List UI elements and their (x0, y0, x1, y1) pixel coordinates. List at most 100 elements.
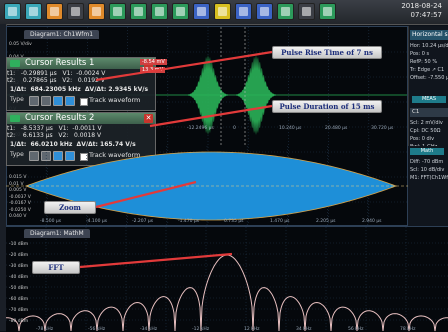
redo-icon[interactable] (88, 3, 105, 20)
stop-icon[interactable] (319, 3, 336, 20)
histogram-icon[interactable] (256, 3, 273, 20)
binoculars-icon[interactable] (277, 3, 294, 20)
x-tick-label: -12.2496 μs (187, 125, 215, 131)
cursor-type-label: Type (10, 96, 24, 103)
y-tick-label: 0.015 V (9, 175, 27, 180)
x-tick-label: 34 kHz (296, 326, 312, 332)
cursor-results-2-summary: 1/Δt: 66.0210 kHz ΔV/Δt: 165.74 V/s (10, 141, 136, 148)
cursor-results-1-header[interactable] (7, 58, 155, 69)
math-settings-panel: Math Diff: -70 dBm Scl: 10 dB/div M1: FFT(… (408, 146, 448, 226)
undo-icon[interactable] (46, 3, 63, 20)
cursor-results-1-title: Cursor Results 1 (25, 58, 95, 68)
marker-icon[interactable] (214, 3, 231, 20)
x-tick-label: 0 (233, 125, 236, 131)
zoom-x-axis: -8.500 μs -4.100 μs -2.207 μs -1.470 μs 0.73… (0, 219, 400, 225)
x-tick-label: -56 kHz (88, 326, 106, 332)
toolbar (0, 0, 448, 25)
date-text: 2018-08-24 (401, 2, 442, 10)
stop-icon-glyph (323, 7, 332, 16)
horizontal-setting-line: RefP: 50 % (410, 59, 438, 65)
zoom-plot (6, 146, 408, 226)
mask-icon[interactable] (298, 3, 315, 20)
x-tick-label: -78 kHz (36, 326, 54, 332)
cursor-icon[interactable] (172, 3, 189, 20)
measure-icon[interactable] (193, 3, 210, 20)
zoom-in-icon[interactable] (130, 3, 147, 20)
cursor-result-row: t2: 0.27865 μs V2: 0.0192 V (7, 77, 105, 84)
redo-icon-glyph (92, 7, 101, 16)
zoom-callout: Zoom (44, 201, 96, 214)
back-icon-glyph (8, 7, 17, 16)
histogram-icon-glyph (260, 7, 269, 16)
horizontal-setting-line: Tr: Edge ↗ C1 (410, 67, 445, 73)
y-tick-label: -80 dBm (9, 319, 29, 324)
cursor-type-both-button[interactable] (53, 151, 63, 161)
x-tick-label: -1.470 μs (178, 219, 200, 224)
marker-icon-glyph (218, 7, 227, 16)
zoom-fit-icon[interactable] (151, 3, 168, 20)
y-tick-label: -20 dBm (9, 253, 29, 258)
y-tick-label: -40 dBm (9, 275, 29, 280)
y-tick-label: -70 dBm (9, 308, 29, 313)
cursor-type-both-button[interactable] (53, 96, 63, 106)
x-tick-label: -34 kHz (140, 326, 158, 332)
cursor-result-row: t2: 6.6133 μs V2: 0.0018 V (7, 132, 102, 139)
x-tick-label: 2.205 μs (316, 219, 336, 224)
channel-settings-title[interactable]: C1 (410, 108, 448, 117)
x-tick-label: -4.100 μs (86, 219, 108, 224)
cursor-type-label: Type (10, 151, 24, 158)
cursor-value-1: -8.54 mV (140, 59, 167, 65)
back-icon[interactable] (4, 3, 21, 20)
zoom-in-icon-glyph (134, 7, 143, 16)
x-tick-label: -12 kHz (192, 326, 210, 332)
fft-plot: -78 kHz -56 kHz -34 kHz -12 kHz 12 kHz 34 kHz… (6, 227, 448, 332)
zoom-icon[interactable] (109, 3, 126, 20)
y-tick-label: -10 dBm (9, 242, 29, 247)
x-tick-label: -8.500 μs (40, 219, 62, 224)
spectrum-icon[interactable] (235, 3, 252, 20)
cursor-icon (10, 115, 20, 122)
cursor-icon-glyph (176, 7, 185, 16)
measure-icon-glyph (197, 7, 206, 16)
cursor-results-1-dialog: Cursor Results 1 ✕ t1: -0.29891 μs V1: -… (6, 57, 156, 111)
grid-icon[interactable] (67, 3, 84, 20)
horizontal-setting-line: Pos: 0 s (410, 51, 430, 57)
track-waveform-2-checkbox[interactable] (80, 153, 88, 161)
cursor-results-2-dialog: Cursor Results 2 ✕ t1: -8.5337 μs V1: -0… (6, 112, 156, 166)
fft-diagram-tab[interactable]: Diagram1: MathM (24, 229, 90, 238)
y-tick-label: -30 dBm (9, 264, 29, 269)
channel-setting-line: Pos: 0 div (410, 136, 435, 142)
x-tick-label: 10.240 μs (279, 125, 302, 131)
horizontal-setting-line: Hor: 10.24 μs/div (410, 43, 448, 49)
cursor-type-set-button[interactable] (65, 96, 75, 106)
x-tick-label: 56 kHz (348, 326, 364, 332)
track-waveform-2-label: Track waveform (89, 151, 141, 159)
track-waveform-1-checkbox[interactable] (80, 98, 88, 106)
cursor-results-2-header[interactable] (7, 113, 155, 124)
close-icon[interactable]: ✕ (144, 114, 153, 123)
channel-setting-line: Scl: 2 mV/div (410, 120, 443, 126)
y-tick-label: -50 dBm (9, 286, 29, 291)
zoom-icon-glyph (113, 7, 122, 16)
math-tag[interactable]: Math (410, 148, 444, 155)
waveform-diagram-tab[interactable]: Diagram1: Ch1Wfm1 (24, 30, 100, 39)
track-waveform-1-label: Track waveform (89, 96, 141, 104)
cursor-results-2-title: Cursor Results 2 (25, 113, 95, 123)
horizontal-settings-title[interactable]: Horizontal settings (410, 30, 448, 40)
forward-icon[interactable] (25, 3, 42, 20)
y-tick-label: -0.0250 V (9, 207, 31, 213)
cursor-type-vertical-button[interactable] (29, 96, 39, 106)
fft-callout: FFT (32, 261, 80, 274)
zoom-diagram[interactable] (6, 146, 408, 226)
fft-diagram[interactable]: -78 kHz -56 kHz -34 kHz -12 kHz 12 kHz 34 kHz… (6, 226, 448, 332)
meas-tag[interactable]: MEAS (412, 96, 446, 103)
grid-icon-glyph (71, 7, 80, 16)
cursor-type-set-button[interactable] (65, 151, 75, 161)
cursor-type-vertical-button[interactable] (29, 151, 39, 161)
cursor-type-horizontal-button[interactable] (41, 96, 51, 106)
math-setting-line: Diff: -70 dBm (410, 159, 444, 165)
x-tick-label: 2.940 μs (362, 219, 382, 224)
x-tick-label: 0.735 μs (224, 219, 244, 224)
y-tick-label: 0.01 V (9, 181, 24, 187)
mask-icon-glyph (302, 7, 311, 16)
